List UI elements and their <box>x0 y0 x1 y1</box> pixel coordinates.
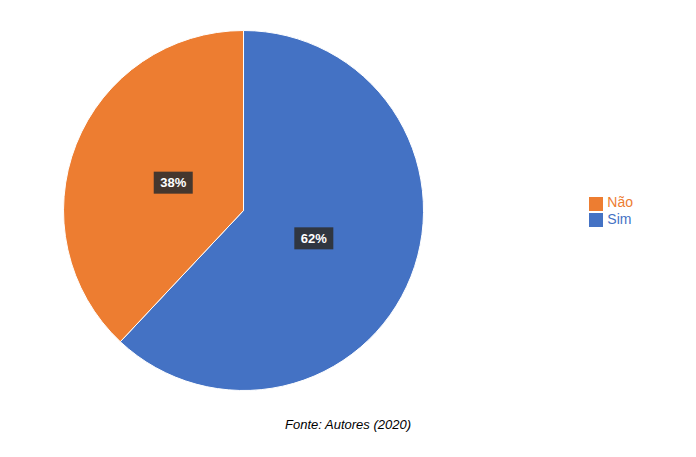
svg-text:38%: 38% <box>160 175 186 190</box>
html-text:Fonte: Autores (2020): Fonte: Autores (2020) <box>285 417 411 432</box>
svg-text:62%: 62% <box>301 231 327 246</box>
html-text:Sim: Sim <box>607 210 632 227</box>
html-text:Não: Não <box>607 194 633 211</box>
